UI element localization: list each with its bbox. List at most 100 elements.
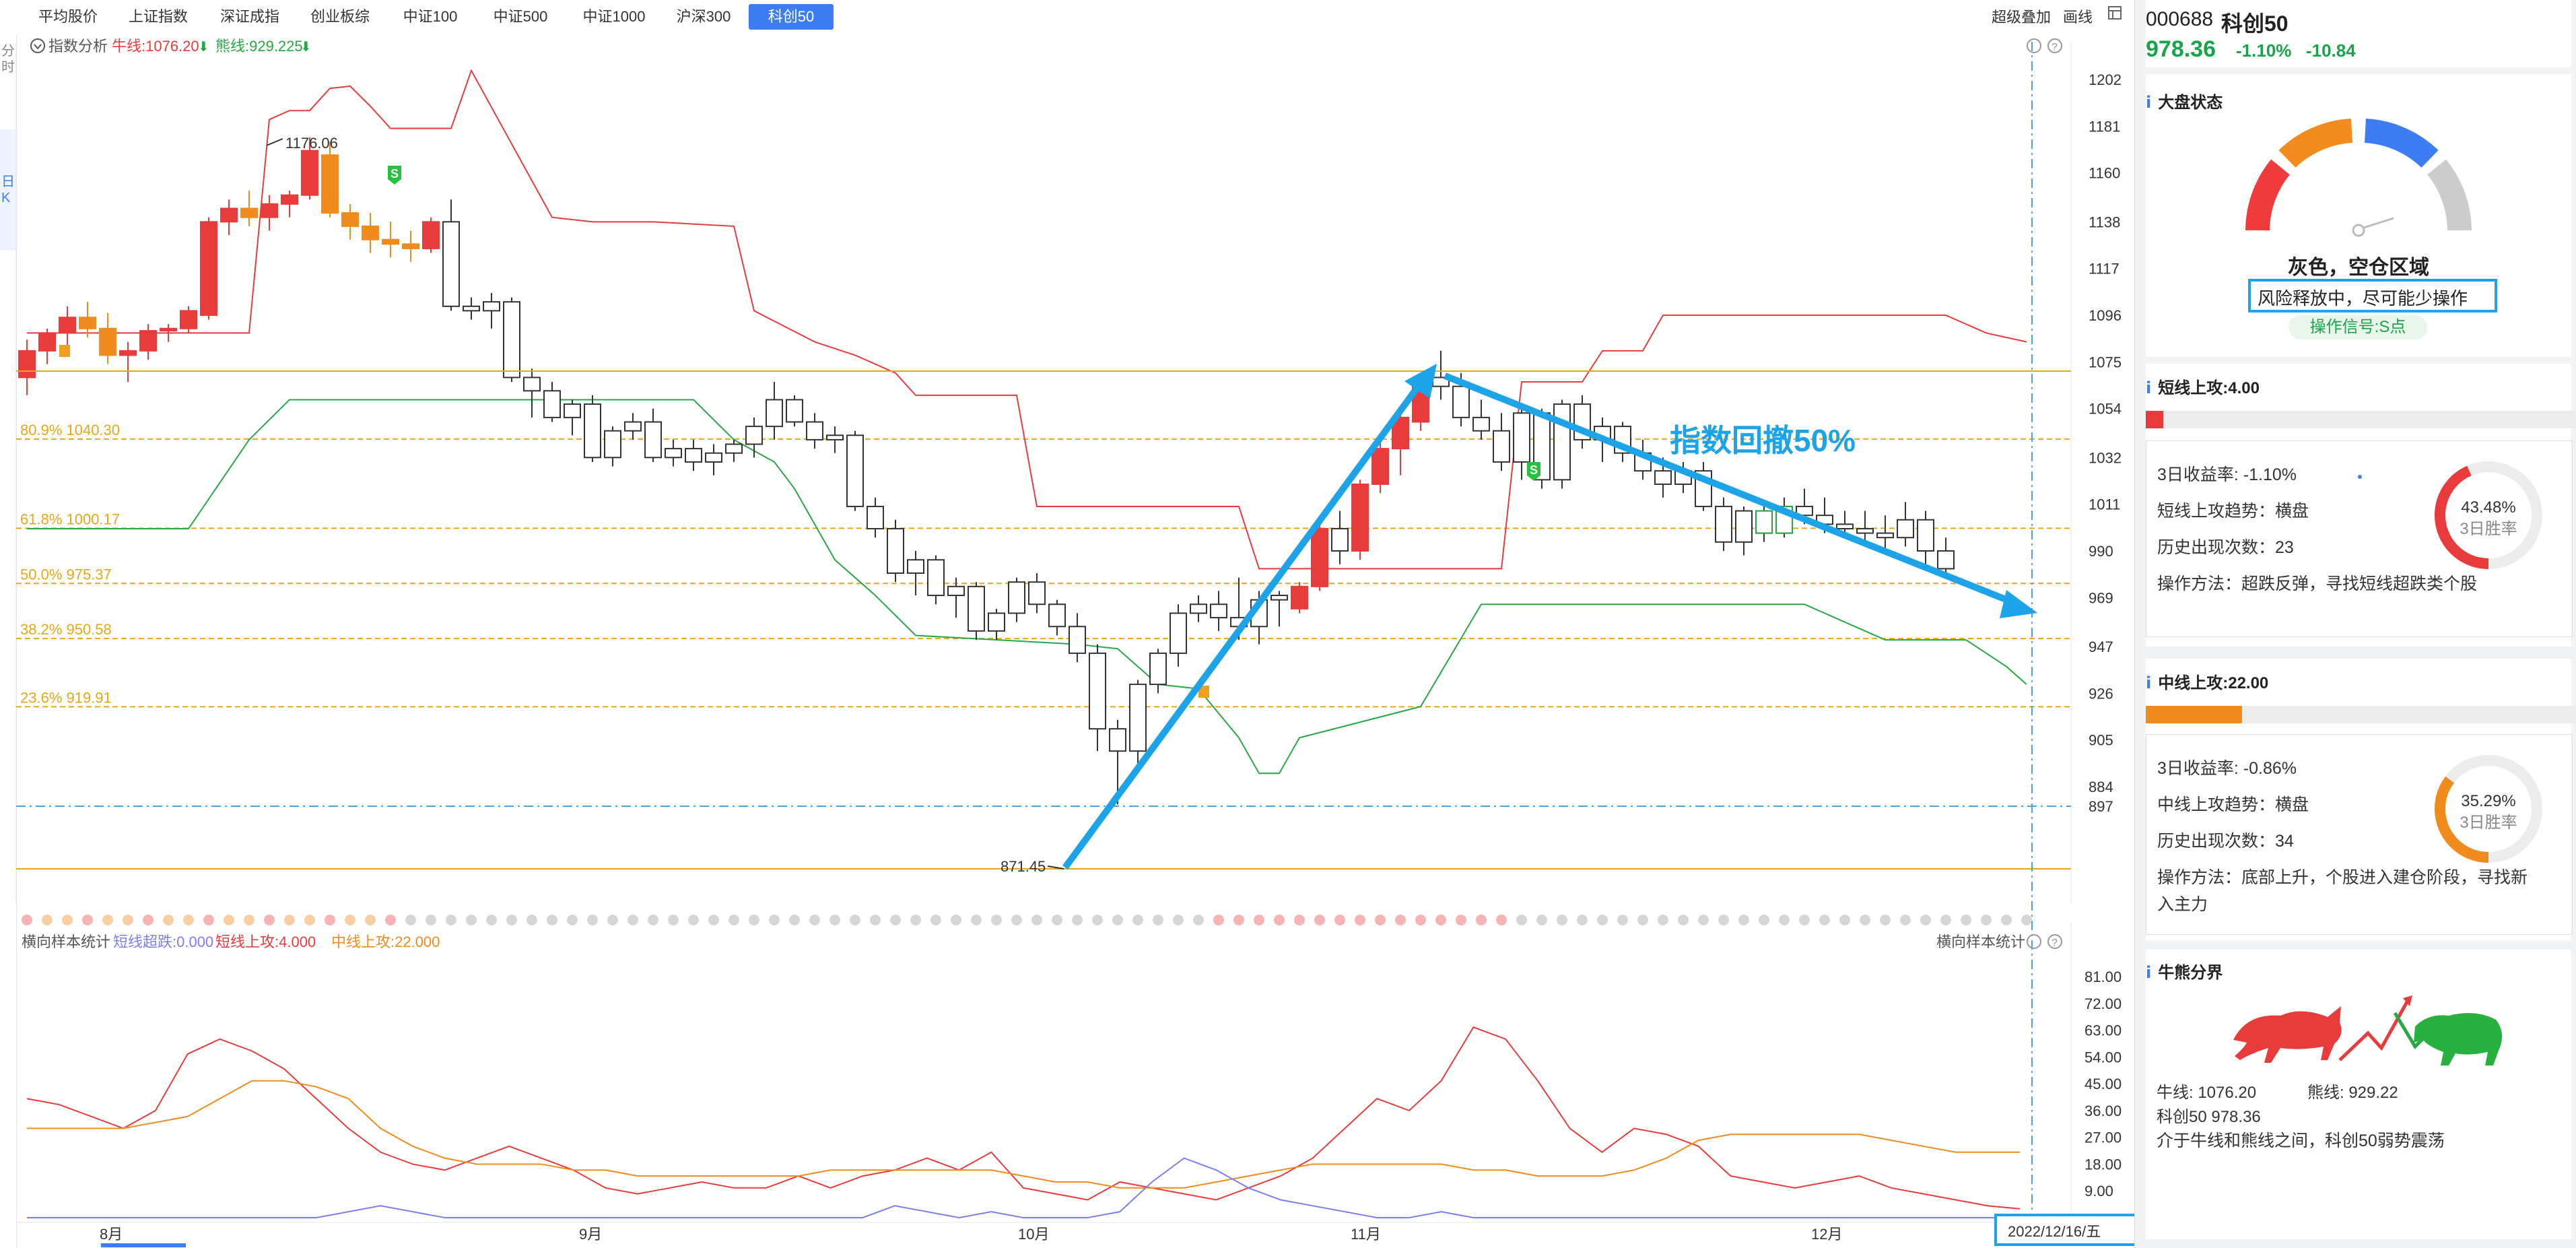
signal-dot	[1173, 915, 1184, 925]
short-attack-title: ⅰ 短线上攻:4.00	[2146, 379, 2260, 397]
signal-dot	[1213, 915, 1224, 925]
tab-shenzhen[interactable]: 深证成指	[219, 8, 279, 25]
candle-body	[745, 426, 763, 445]
signal-dot	[1920, 915, 1931, 925]
y-tick: 1117	[2089, 261, 2120, 277]
operation-signal-badge: 操作信号:S点	[2289, 315, 2427, 339]
cursor-date-box: 2022/12/16/五	[1994, 1214, 2134, 1246]
signal-dot	[1516, 915, 1527, 925]
toolbar-menu-icon[interactable]	[2107, 5, 2122, 24]
sell-signal-marker: S	[388, 166, 401, 185]
mid-attack-bar-fill	[2146, 706, 2242, 723]
candle-body	[321, 154, 339, 214]
tab-chinext[interactable]: 创业板综	[310, 8, 370, 25]
signal-dot	[1435, 915, 1446, 925]
signal-dot	[668, 915, 679, 925]
signal-dot	[203, 915, 214, 925]
fib-label: 50.0% 975.37	[20, 566, 112, 583]
signal-dot	[1718, 915, 1729, 925]
super-overlay-button[interactable]: 超级叠加	[1992, 9, 2052, 26]
tab-csi500[interactable]: 中证500	[493, 8, 548, 25]
signal-dot	[405, 915, 416, 925]
period-fenshi[interactable]: 分时	[1, 44, 15, 75]
short-attack-stats: 3日收益率: -1.10% 短线上攻趋势：横盘 历史出现次数：23 操作方法：超…	[2146, 440, 2573, 637]
bull-bear-title: ⅰ 牛熊分界	[2146, 964, 2223, 982]
stock-header: 000688 科创50 978.36 -1.10% -10.84	[2146, 0, 2571, 67]
signal-dot	[1698, 915, 1709, 925]
candle-body	[139, 330, 157, 352]
candle-body	[543, 390, 561, 418]
candle-body	[1270, 595, 1288, 601]
signal-dot	[163, 915, 174, 925]
candle-body	[1715, 505, 1732, 543]
y-tick: 1160	[2089, 165, 2120, 182]
signal-dot	[385, 915, 396, 925]
signal-dot	[466, 915, 477, 925]
stock-pct-change: -1.10%	[2236, 40, 2292, 61]
sub-y-tick: 27.00	[2084, 1129, 2122, 1146]
retrace-annotation: 指数回撤50%	[1670, 423, 1856, 458]
tab-avg-price[interactable]: 平均股价	[38, 8, 98, 25]
signal-dot	[123, 915, 133, 925]
candle-body	[119, 350, 137, 356]
candle-body	[1149, 652, 1167, 686]
signal-dot	[1072, 915, 1083, 925]
candle-body	[1493, 430, 1510, 463]
market-state-text: 灰色，空仓区域	[2288, 257, 2429, 279]
candle-body	[968, 585, 985, 632]
main-legend: 指数分析 牛线:1076.20 ⬇ 熊线:929.225 ⬇	[30, 38, 312, 55]
x-label-aug: 8月	[100, 1226, 123, 1243]
signal-dot	[1132, 915, 1143, 925]
y-tick: 947	[2089, 638, 2113, 655]
signal-dot-row	[22, 915, 2032, 925]
draw-line-button[interactable]: 画线	[2063, 9, 2093, 26]
signal-dot	[1617, 915, 1628, 925]
signal-dot	[567, 915, 578, 925]
signal-dot	[1759, 915, 1769, 925]
signal-dot	[1375, 915, 1386, 925]
signal-dot	[870, 915, 881, 925]
candle-body	[1351, 483, 1369, 552]
signal-dot	[1940, 915, 1951, 925]
main-chart-settings-icon[interactable]: ?	[2027, 38, 2062, 53]
signal-dot	[1314, 915, 1325, 925]
bull-bear-bear: 熊线: 929.22	[2307, 1084, 2398, 1102]
candle-body	[1089, 652, 1106, 730]
tab-shanghai[interactable]: 上证指数	[128, 8, 188, 25]
mid-trend: 中线上攻趋势：横盘	[2157, 795, 2309, 814]
signal-dot	[1092, 915, 1103, 925]
signal-dot	[1637, 915, 1648, 925]
tab-csi300[interactable]: 沪深300	[676, 8, 731, 25]
signal-dot	[1900, 915, 1911, 925]
candle-body	[382, 238, 399, 245]
tab-csi1000[interactable]: 中证1000	[582, 8, 646, 25]
signal-dot	[345, 915, 355, 925]
signal-dot	[1052, 915, 1062, 925]
period-daily-k[interactable]: 日K	[1, 174, 15, 205]
signal-dot	[1981, 915, 1992, 925]
candle-body	[867, 505, 884, 529]
tab-star50[interactable]: 科创50	[749, 4, 834, 30]
mid-winrate: 35.29%	[2461, 792, 2515, 810]
rise-arrow	[1062, 364, 1437, 869]
signal-dot	[991, 915, 1002, 925]
candle-body	[644, 421, 662, 459]
chart-area[interactable]: 指数分析 牛线:1076.20 ⬇ 熊线:929.225 ⬇ ? 1202 118…	[0, 0, 2134, 1248]
buy-signal-marker-2	[1198, 686, 1209, 698]
fib-label: 61.8% 1000.17	[20, 511, 120, 527]
info-icon: ⅰ	[2146, 379, 2152, 397]
bear-line	[27, 399, 2027, 775]
stock-name: 科创50	[2221, 11, 2289, 36]
candle-body	[1048, 603, 1066, 628]
mid-attack-bar-track	[2146, 706, 2576, 723]
signal-dot	[1799, 915, 1810, 925]
tab-csi100[interactable]: 中证100	[403, 8, 458, 25]
candle-body	[1836, 523, 1854, 529]
y-tick: 1011	[2089, 496, 2120, 513]
candle-body	[1917, 519, 1934, 552]
signal-dot	[829, 915, 840, 925]
signal-dot	[648, 915, 658, 925]
svg-text:?: ?	[2052, 42, 2058, 53]
candle-body	[220, 207, 238, 223]
sub-chart-settings-icon[interactable]: ?	[2027, 934, 2062, 949]
